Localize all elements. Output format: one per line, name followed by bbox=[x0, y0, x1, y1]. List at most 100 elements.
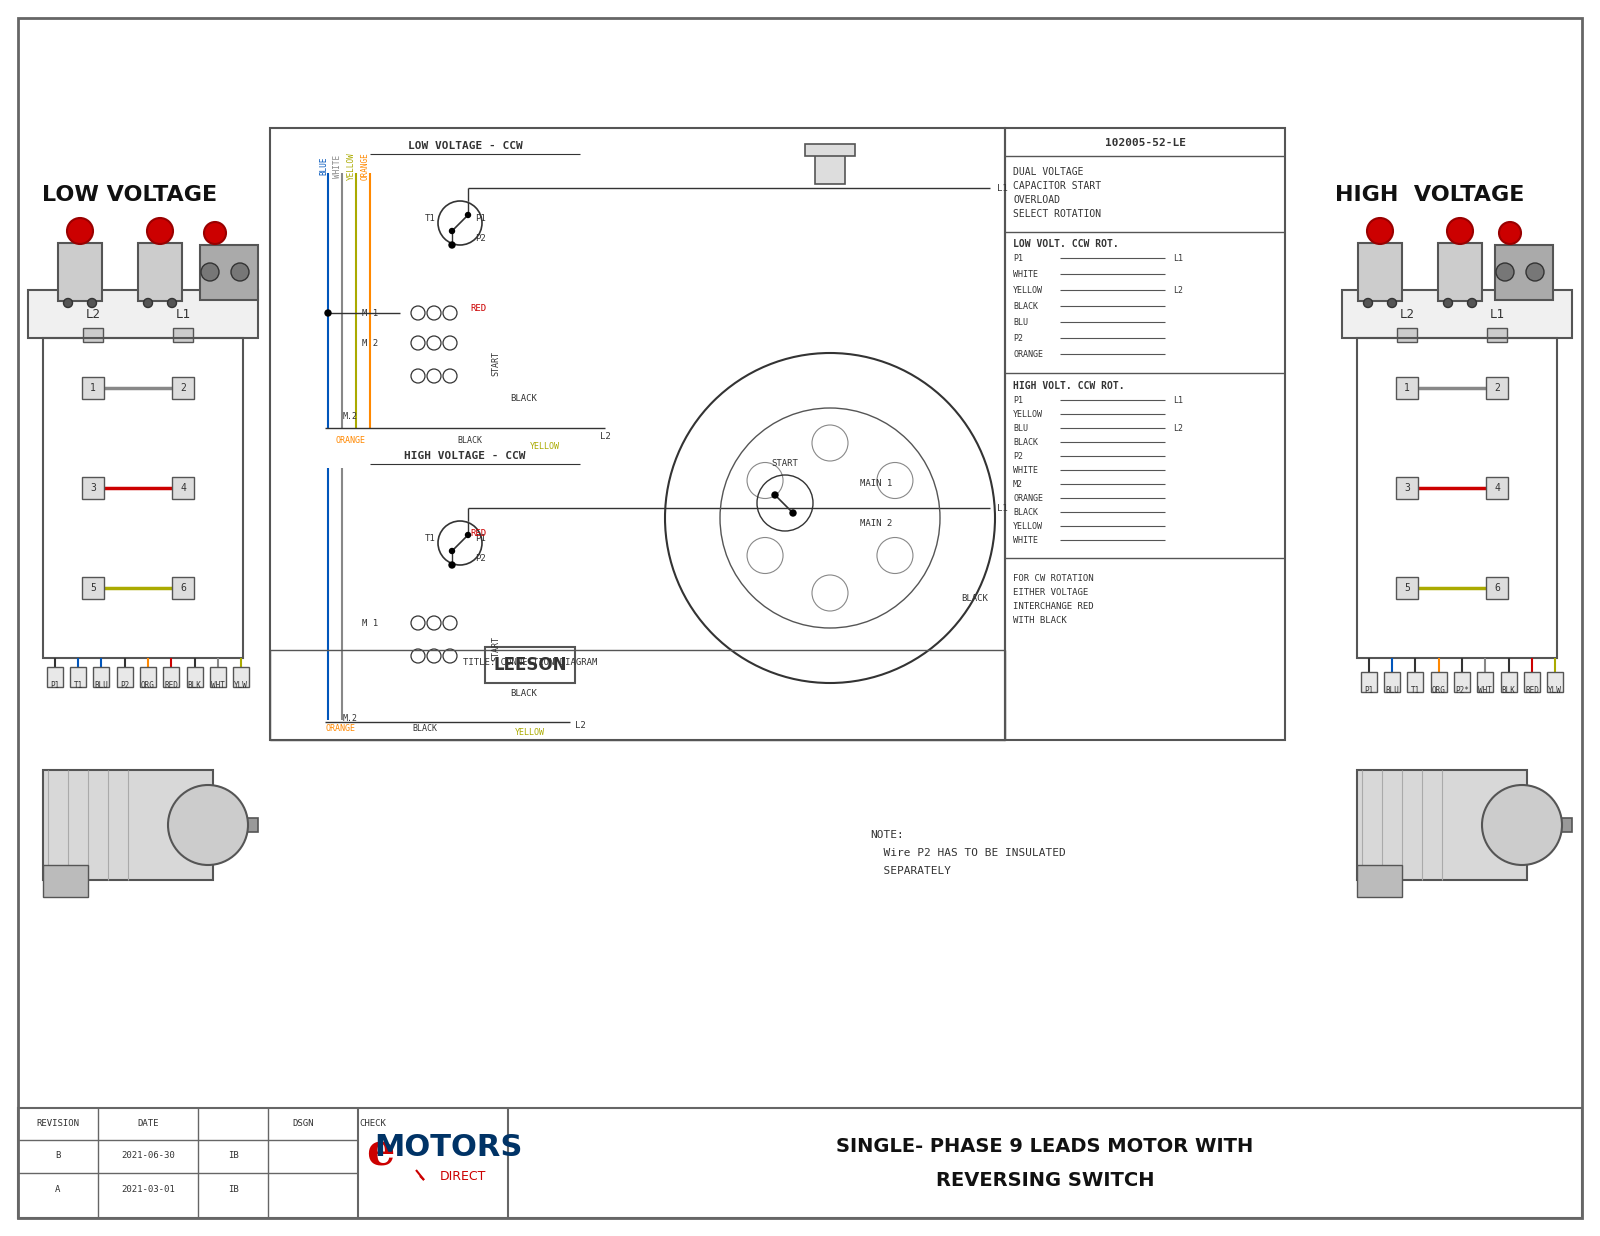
Text: P2: P2 bbox=[120, 681, 130, 690]
Text: WHITE: WHITE bbox=[1013, 269, 1038, 278]
Circle shape bbox=[202, 263, 219, 281]
Text: 6: 6 bbox=[181, 583, 186, 593]
Text: LOW VOLTAGE - CCW: LOW VOLTAGE - CCW bbox=[408, 141, 522, 151]
Text: HIGH VOLT. CCW ROT.: HIGH VOLT. CCW ROT. bbox=[1013, 381, 1125, 391]
Text: LOW VOLTAGE: LOW VOLTAGE bbox=[43, 185, 218, 205]
Text: P1: P1 bbox=[50, 681, 59, 690]
Text: 3: 3 bbox=[1405, 483, 1410, 493]
Text: EITHER VOLTAGE: EITHER VOLTAGE bbox=[1013, 587, 1088, 597]
Bar bbox=[1486, 577, 1507, 599]
Text: P2: P2 bbox=[475, 234, 485, 242]
Text: BLUE: BLUE bbox=[318, 157, 328, 176]
Text: L1: L1 bbox=[997, 183, 1008, 193]
Text: 1: 1 bbox=[90, 383, 96, 393]
Text: BLACK: BLACK bbox=[962, 593, 989, 602]
Text: RED: RED bbox=[1525, 686, 1539, 695]
Text: WHT: WHT bbox=[211, 681, 226, 690]
Text: RED: RED bbox=[470, 304, 486, 313]
Bar bbox=[82, 477, 104, 499]
Text: T1: T1 bbox=[74, 681, 83, 690]
Text: RED: RED bbox=[470, 529, 486, 538]
Text: OVERLOAD: OVERLOAD bbox=[1013, 195, 1059, 205]
Text: L1: L1 bbox=[997, 503, 1008, 513]
Bar bbox=[1438, 243, 1482, 302]
Text: YLW: YLW bbox=[1549, 686, 1562, 695]
Text: L2: L2 bbox=[574, 721, 586, 729]
Text: P1: P1 bbox=[1013, 253, 1022, 262]
Text: M 2: M 2 bbox=[362, 339, 378, 347]
Text: Wire P2 HAS TO BE INSULATED: Wire P2 HAS TO BE INSULATED bbox=[870, 848, 1066, 858]
Text: ORANGE: ORANGE bbox=[334, 435, 365, 445]
Text: L1: L1 bbox=[176, 308, 190, 320]
Text: CAPACITOR START: CAPACITOR START bbox=[1013, 180, 1101, 192]
Text: BLACK: BLACK bbox=[458, 435, 483, 445]
Text: M2: M2 bbox=[1013, 480, 1022, 488]
Bar bbox=[29, 290, 258, 337]
Circle shape bbox=[168, 299, 176, 308]
Text: BLACK: BLACK bbox=[1013, 438, 1038, 446]
Circle shape bbox=[64, 299, 72, 308]
Text: SINGLE- PHASE 9 LEADS MOTOR WITH: SINGLE- PHASE 9 LEADS MOTOR WITH bbox=[837, 1136, 1254, 1156]
Circle shape bbox=[144, 299, 152, 308]
Bar bbox=[485, 646, 574, 684]
Text: CHECK: CHECK bbox=[360, 1120, 387, 1128]
Text: BLACK: BLACK bbox=[1013, 302, 1038, 310]
Text: BLU: BLU bbox=[1013, 424, 1027, 433]
Text: REVERSING SWITCH: REVERSING SWITCH bbox=[936, 1170, 1154, 1189]
Bar bbox=[1397, 328, 1418, 342]
Bar bbox=[1486, 377, 1507, 399]
Text: WITH BLACK: WITH BLACK bbox=[1013, 616, 1067, 624]
Text: DUAL VOLTAGE: DUAL VOLTAGE bbox=[1013, 167, 1083, 177]
Text: e: e bbox=[366, 1131, 394, 1174]
Text: START: START bbox=[491, 351, 501, 376]
Bar bbox=[270, 650, 1005, 740]
Bar bbox=[230, 818, 258, 832]
Bar bbox=[82, 577, 104, 599]
Bar bbox=[1360, 672, 1376, 692]
Text: L2: L2 bbox=[600, 431, 610, 440]
Text: MOTORS: MOTORS bbox=[374, 1133, 522, 1163]
Bar bbox=[83, 328, 102, 342]
Text: 3: 3 bbox=[90, 483, 96, 493]
Text: HIGH VOLTAGE - CCW: HIGH VOLTAGE - CCW bbox=[405, 451, 526, 461]
Circle shape bbox=[1526, 263, 1544, 281]
Text: M 1: M 1 bbox=[362, 309, 378, 318]
Text: P1: P1 bbox=[1013, 396, 1022, 404]
Circle shape bbox=[1496, 263, 1514, 281]
Bar bbox=[117, 667, 133, 687]
Text: T1: T1 bbox=[1411, 686, 1419, 695]
Bar bbox=[1384, 672, 1400, 692]
Bar bbox=[1408, 672, 1424, 692]
Text: A: A bbox=[56, 1184, 61, 1194]
Text: P2: P2 bbox=[1013, 334, 1022, 342]
Text: P1: P1 bbox=[475, 534, 485, 543]
Bar bbox=[200, 245, 258, 300]
Text: IB: IB bbox=[227, 1152, 238, 1161]
Text: 102005-52-LE: 102005-52-LE bbox=[1104, 138, 1186, 148]
Text: T1: T1 bbox=[424, 214, 435, 222]
Text: P2: P2 bbox=[1013, 451, 1022, 461]
Bar bbox=[163, 667, 179, 687]
Circle shape bbox=[790, 510, 797, 515]
Circle shape bbox=[1366, 218, 1394, 243]
Text: 2: 2 bbox=[1494, 383, 1499, 393]
Bar bbox=[82, 377, 104, 399]
Text: P1: P1 bbox=[475, 214, 485, 222]
Text: REVISION: REVISION bbox=[37, 1120, 80, 1128]
Text: WHITE: WHITE bbox=[1013, 466, 1038, 475]
Text: BLACK: BLACK bbox=[413, 723, 437, 733]
Bar bbox=[43, 337, 243, 658]
Text: L2: L2 bbox=[1173, 286, 1182, 294]
Text: LOW VOLT. CCW ROT.: LOW VOLT. CCW ROT. bbox=[1013, 239, 1118, 248]
Bar bbox=[43, 770, 213, 880]
Text: START: START bbox=[491, 635, 501, 660]
Text: L2: L2 bbox=[85, 308, 101, 320]
Bar bbox=[1395, 377, 1418, 399]
Bar bbox=[173, 577, 194, 599]
Text: DATE: DATE bbox=[138, 1120, 158, 1128]
Text: 5: 5 bbox=[1405, 583, 1410, 593]
Text: BLACK: BLACK bbox=[1013, 508, 1038, 517]
Text: START: START bbox=[771, 459, 798, 467]
Text: YELLOW: YELLOW bbox=[347, 152, 357, 180]
Text: L2: L2 bbox=[1400, 308, 1414, 320]
